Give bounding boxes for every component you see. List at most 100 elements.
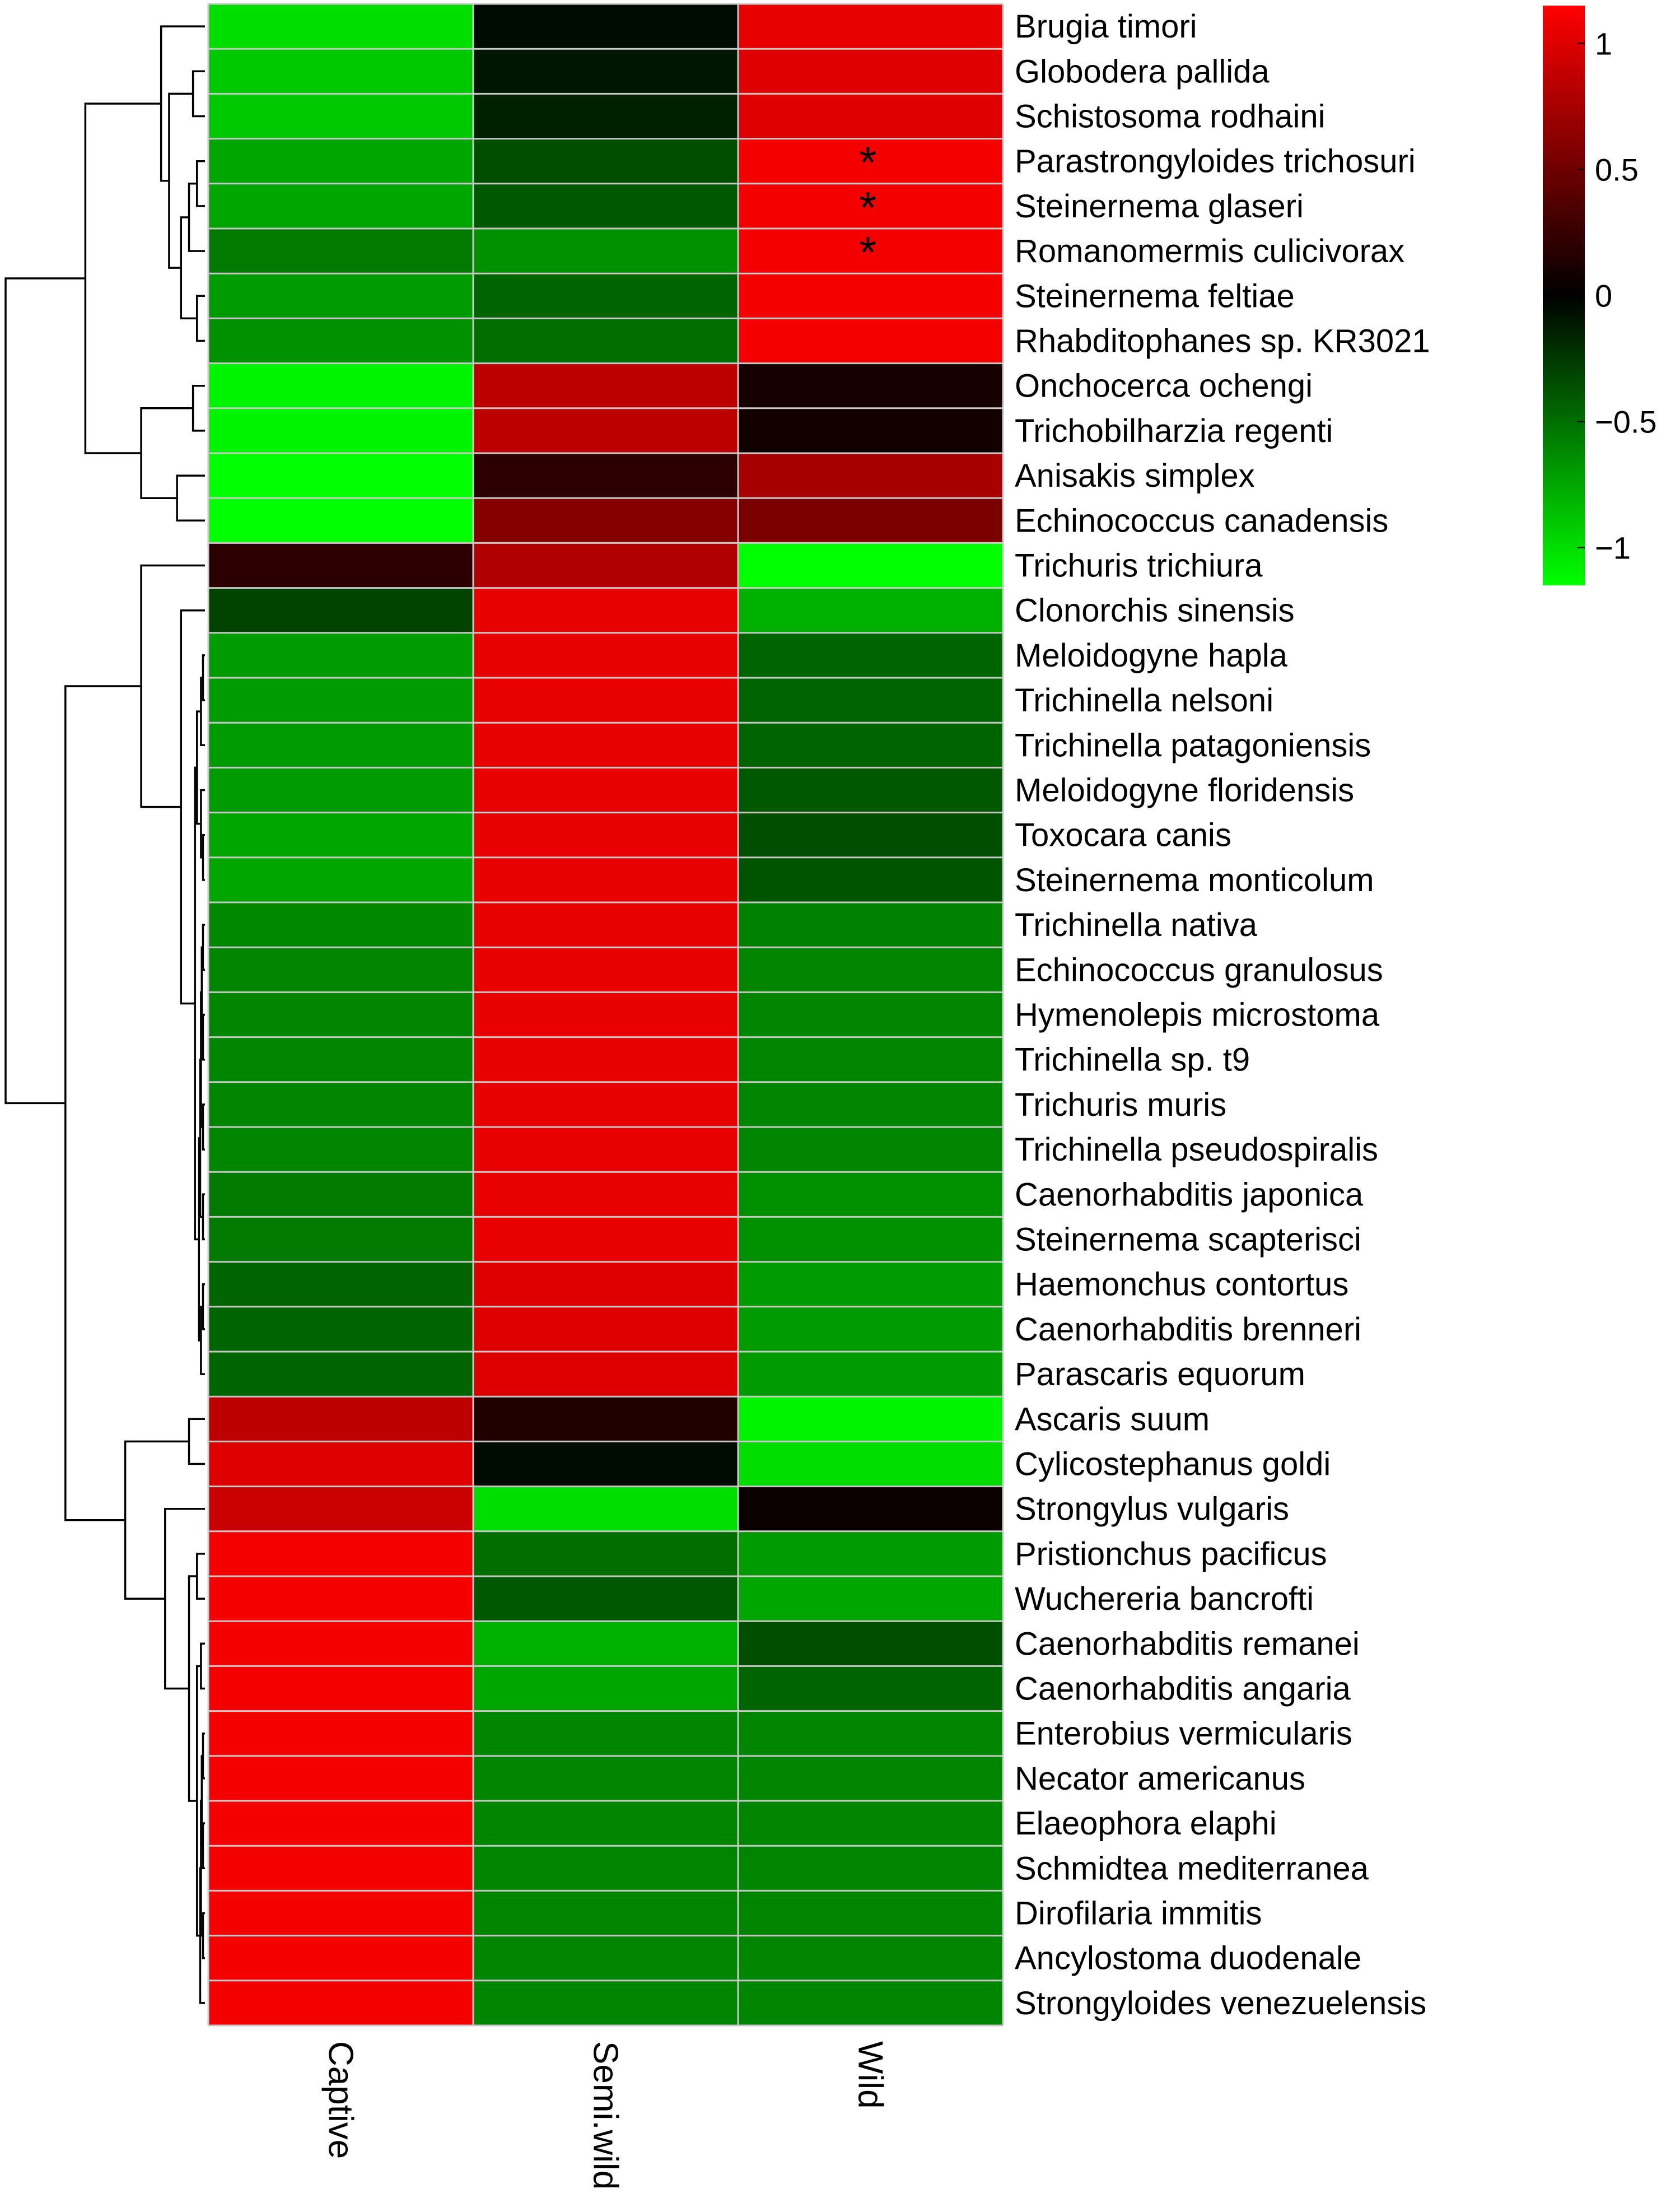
dendrogram-branch xyxy=(192,384,205,432)
heatmap-cell xyxy=(473,273,739,319)
heatmap-cell xyxy=(208,588,474,634)
heatmap-cell xyxy=(738,543,1004,589)
heatmap-cell xyxy=(738,4,1004,49)
heatmap-cell xyxy=(473,1621,739,1666)
heatmap-cell xyxy=(738,363,1004,409)
significance-mark: * xyxy=(859,183,876,232)
row-label: Haemonchus contortus xyxy=(1015,1266,1348,1303)
heatmap-cell xyxy=(738,318,1004,364)
dendrogram-branch xyxy=(202,924,205,971)
heatmap-cell xyxy=(473,408,739,454)
heatmap-cell xyxy=(208,1935,474,1981)
row-label: Caenorhabditis japonica xyxy=(1015,1176,1364,1213)
row-label: Pristionchus pacificus xyxy=(1015,1536,1327,1572)
colorbar-tick-label: 0.5 xyxy=(1595,152,1639,188)
heatmap-cell xyxy=(208,812,474,858)
heatmap-cell xyxy=(473,138,739,184)
heatmap-cell xyxy=(738,902,1004,948)
heatmap-cell xyxy=(738,138,1004,184)
dendrogram-branch xyxy=(202,1193,205,1241)
row-labels: Brugia timori Globodera pallida Schistosom… xyxy=(1015,8,1430,2022)
heatmap-cell xyxy=(208,1441,474,1487)
heatmap-cell xyxy=(738,229,1004,274)
heatmap-cell xyxy=(473,1801,739,1846)
heatmap-cell xyxy=(738,1396,1004,1442)
heatmap-cell xyxy=(473,1037,739,1083)
heatmap-cell xyxy=(473,902,739,948)
heatmap-cell xyxy=(208,1486,474,1532)
heatmap-cell xyxy=(473,94,739,139)
row-label: Steinernema feltiae xyxy=(1015,278,1295,314)
row-label: Caenorhabditis brenneri xyxy=(1015,1311,1361,1348)
row-label: Toxocara canis xyxy=(1015,817,1231,854)
row-label: Trichobilharzia regenti xyxy=(1015,413,1333,449)
row-label: Dirofilaria immitis xyxy=(1015,1896,1262,1932)
heatmap-cell xyxy=(738,632,1004,678)
heatmap-cell xyxy=(208,49,474,94)
heatmap-cell xyxy=(473,1396,739,1442)
dendrogram-branch xyxy=(202,1912,205,1959)
significance-mark: * xyxy=(859,138,876,188)
dendrogram-branch xyxy=(202,1103,205,1151)
significance-mark: * xyxy=(859,227,876,277)
heatmap-cell xyxy=(473,363,739,409)
heatmap-cell xyxy=(738,1486,1004,1532)
column-label: Wild xyxy=(851,2041,889,2109)
heatmap-grid xyxy=(207,3,1004,2027)
colorbar-tick-label: −1 xyxy=(1595,530,1631,566)
row-label: Steinernema monticolum xyxy=(1015,862,1374,898)
heatmap-cell xyxy=(473,453,739,499)
heatmap-cell xyxy=(738,1755,1004,1801)
heatmap-cell xyxy=(473,1172,739,1217)
row-label: Steinernema scapterisci xyxy=(1015,1222,1361,1258)
heatmap-cell xyxy=(738,1531,1004,1577)
heatmap-cell xyxy=(473,1755,739,1801)
heatmap-cell xyxy=(738,588,1004,634)
heatmap-cell xyxy=(473,1666,739,1712)
heatmap-cell xyxy=(208,1890,474,1936)
heatmap-cell xyxy=(738,1352,1004,1397)
heatmap-cell xyxy=(473,588,739,634)
heatmap-cell xyxy=(208,1306,474,1352)
heatmap-cell xyxy=(738,1935,1004,1981)
row-label: Enterobius vermicularis xyxy=(1015,1716,1352,1752)
heatmap-cell xyxy=(738,49,1004,94)
dendrogram-branch xyxy=(202,654,205,701)
heatmap-cell xyxy=(208,857,474,903)
heatmap-cell xyxy=(208,273,474,319)
heatmap-cell xyxy=(473,1980,739,2026)
heatmap-cell xyxy=(738,498,1004,543)
heatmap-cell xyxy=(208,1217,474,1263)
row-label: Schmidtea mediterranea xyxy=(1015,1850,1369,1887)
heatmap-cell xyxy=(208,1801,474,1846)
heatmap-cell xyxy=(738,453,1004,499)
row-label: Meloidogyne floridensis xyxy=(1015,772,1354,809)
heatmap-cell xyxy=(738,1980,1004,2026)
heatmap-cell xyxy=(208,1666,474,1712)
heatmap-cell xyxy=(208,902,474,948)
dendrogram-branch xyxy=(202,1822,205,1870)
colorbar-tick-label: 0 xyxy=(1595,278,1612,314)
row-label: Trichinella pseudospiralis xyxy=(1015,1131,1378,1168)
row-label: Brugia timori xyxy=(1015,8,1197,45)
dendrogram-branch xyxy=(124,1440,189,1600)
row-label: Caenorhabditis remanei xyxy=(1015,1626,1360,1662)
heatmap-cell xyxy=(738,1441,1004,1487)
row-label: Strongyloides venezuelensis xyxy=(1015,1985,1426,2022)
row-label: Wuchereria bancrofti xyxy=(1015,1581,1314,1617)
heatmap-cell xyxy=(208,1082,474,1128)
heatmap-cell xyxy=(473,857,739,903)
dendrogram-branch xyxy=(160,25,205,182)
heatmap-cell xyxy=(738,1261,1004,1307)
row-label: Hymenolepis microstoma xyxy=(1015,997,1380,1033)
heatmap-cell xyxy=(208,1755,474,1801)
heatmap-cell xyxy=(208,138,474,184)
heatmap-cell xyxy=(473,1441,739,1487)
row-label: Trichinella patagoniensis xyxy=(1015,727,1371,763)
row-label: Rhabditophanes sp. KR3021 xyxy=(1015,323,1430,360)
dendrogram-branch xyxy=(196,295,205,342)
heatmap-cells xyxy=(208,4,1004,2026)
heatmap-cell xyxy=(208,318,474,364)
heatmap-cell xyxy=(473,1935,739,1981)
